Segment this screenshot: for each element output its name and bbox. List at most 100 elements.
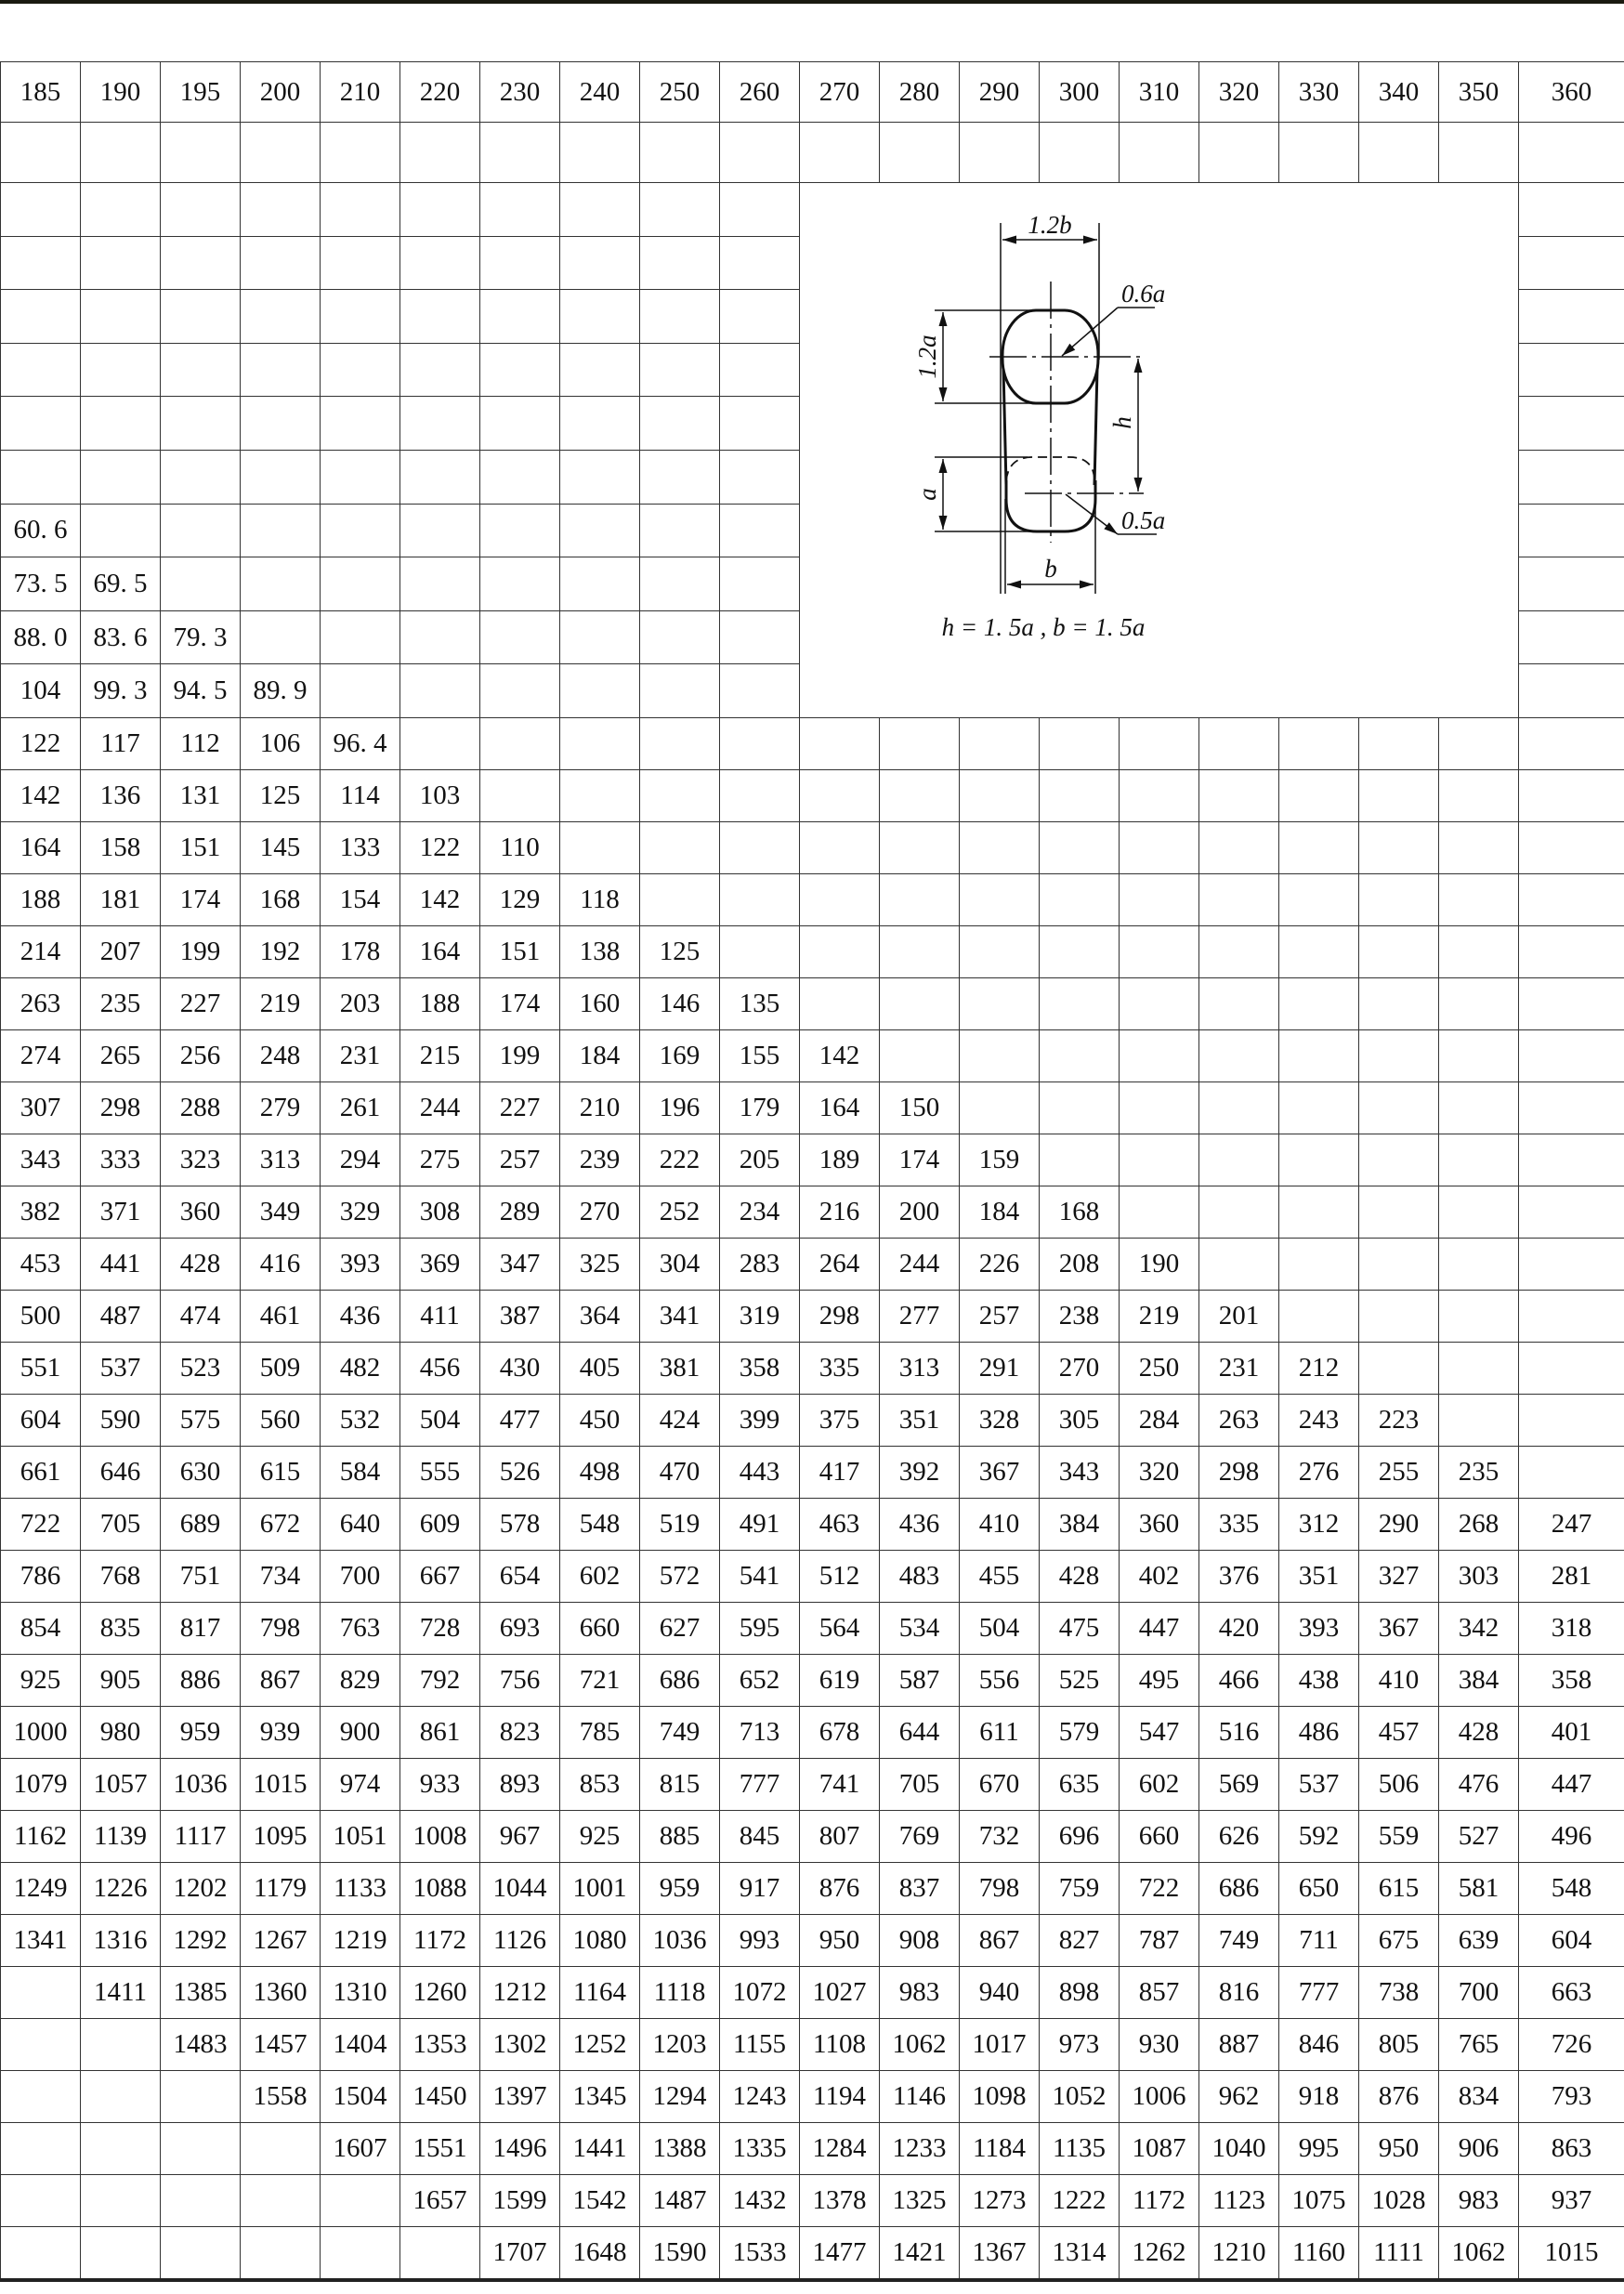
table-cell: 94. 5 [160, 663, 241, 718]
table-cell [719, 396, 800, 451]
table-cell [1119, 977, 1199, 1030]
table-cell: 142 [799, 1029, 880, 1082]
table-cell: 1072 [719, 1966, 800, 2019]
table-cell: 1108 [799, 2018, 880, 2071]
header-cell: 300 [1039, 61, 1120, 123]
table-cell [639, 182, 720, 237]
table-cell: 973 [1039, 2018, 1120, 2071]
empty-cell [1039, 122, 1120, 183]
table-cell: 200 [879, 1186, 960, 1239]
table-cell: 1558 [240, 2070, 321, 2123]
table-cell: 335 [1198, 1498, 1279, 1551]
empty-cell [559, 122, 640, 183]
table-cell: 1075 [1278, 2174, 1359, 2227]
table-row: 274 265 256 248 231 215 199 184 169 155 142 [0, 1029, 1624, 1082]
table-cell: 136 [80, 769, 161, 822]
table-cell: 787 [1119, 1914, 1199, 1967]
table-row: 104 99. 3 94. 5 89. 9 [0, 663, 1624, 718]
table-cell: 756 [479, 1654, 560, 1707]
table-cell [559, 557, 640, 611]
table-cell [959, 821, 1040, 874]
table-cell [1438, 1081, 1519, 1134]
table-cell: 208 [1039, 1238, 1120, 1291]
table-cell: 234 [719, 1186, 800, 1239]
table-cell [879, 873, 960, 926]
table-cell: 592 [1278, 1810, 1359, 1863]
table-cell: 486 [1278, 1706, 1359, 1759]
table-cell: 226 [959, 1238, 1040, 1291]
table-cell [639, 289, 720, 344]
table-cell: 1146 [879, 2070, 960, 2123]
table-cell [1278, 821, 1359, 874]
table-cell [719, 925, 800, 978]
header-cell: 185 [0, 61, 81, 123]
table-cell: 1441 [559, 2122, 640, 2175]
header-cell: 200 [240, 61, 321, 123]
table-cell: 711 [1278, 1914, 1359, 1967]
table-cell [479, 396, 560, 451]
table-cell [719, 610, 800, 665]
table-row: 1079 1057 1036 1015 974 933 893 853 815 777 741 705… [0, 1758, 1624, 1811]
diagram-formula: h = 1. 5a , b = 1. 5a [942, 613, 1146, 641]
table-cell [1278, 977, 1359, 1030]
table-row: 551 537 523 509 482 456 430 405 381 358 335 313 291 2… [0, 1342, 1624, 1395]
table-cell: 238 [1039, 1290, 1120, 1343]
table-row: 1162 1139 1117 1095 1051 1008 967 925 885 845 807 7… [0, 1810, 1624, 1863]
table-cell [879, 925, 960, 978]
table-cell: 318 [1518, 1602, 1624, 1655]
table-cell [1119, 1134, 1199, 1186]
table-cell [559, 289, 640, 344]
table-cell: 732 [959, 1810, 1040, 1863]
table-cell: 150 [879, 1081, 960, 1134]
table-cell: 279 [240, 1081, 321, 1134]
table-cell [639, 449, 720, 505]
table-cell: 381 [639, 1342, 720, 1395]
header-cell: 360 [1518, 61, 1624, 123]
header-cell: 260 [719, 61, 800, 123]
table-cell: 343 [1039, 1446, 1120, 1499]
table-cell [719, 289, 800, 344]
table-row: 73. 5 69. 5 [0, 557, 1624, 611]
table-cell [1438, 1342, 1519, 1395]
table-cell: 133 [320, 821, 400, 874]
table-cell [320, 182, 400, 237]
table-cell [1198, 1029, 1279, 1082]
table-cell: 83. 6 [80, 610, 161, 665]
table-cell: 405 [559, 1342, 640, 1395]
table-cell [1438, 1029, 1519, 1082]
table-cell: 604 [1518, 1914, 1624, 1967]
table-cell: 360 [160, 1186, 241, 1239]
empty-cell [1438, 122, 1519, 183]
table-cell: 327 [1358, 1550, 1439, 1603]
table-cell: 89. 9 [240, 663, 321, 718]
table-cell: 506 [1358, 1758, 1439, 1811]
table-cell: 1335 [719, 2122, 800, 2175]
table-cell: 959 [160, 1706, 241, 1759]
table-cell [0, 342, 81, 398]
table-cell [1518, 977, 1624, 1030]
table-cell: 1162 [0, 1810, 81, 1863]
table-cell: 447 [1119, 1602, 1199, 1655]
table-cell [1198, 1238, 1279, 1291]
table-cell [320, 557, 400, 611]
table-cell [719, 182, 800, 237]
table-cell [1518, 1081, 1624, 1134]
table-cell: 867 [959, 1914, 1040, 1967]
table-cell: 1487 [639, 2174, 720, 2227]
table-cell: 138 [559, 925, 640, 978]
table-cell: 168 [1039, 1186, 1120, 1239]
table-cell: 247 [1518, 1498, 1624, 1551]
table-cell: 1160 [1278, 2226, 1359, 2282]
table-cell: 168 [240, 873, 321, 926]
table-cell: 615 [240, 1446, 321, 1499]
table-cell: 1015 [240, 1758, 321, 1811]
table-row: 1607 1551 1496 1441 1388 1335 1284 1233 1184 1135… [0, 2122, 1624, 2175]
table-cell: 274 [0, 1029, 81, 1082]
table-cell: 652 [719, 1654, 800, 1707]
table-cell [1358, 925, 1439, 978]
table-cell: 798 [240, 1602, 321, 1655]
table-cell [559, 821, 640, 874]
table-cell: 1292 [160, 1914, 241, 1967]
empty-cell [1518, 342, 1624, 398]
table-cell: 1203 [639, 2018, 720, 2071]
